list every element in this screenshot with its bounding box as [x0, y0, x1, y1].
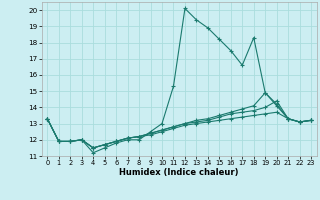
X-axis label: Humidex (Indice chaleur): Humidex (Indice chaleur)	[119, 168, 239, 177]
